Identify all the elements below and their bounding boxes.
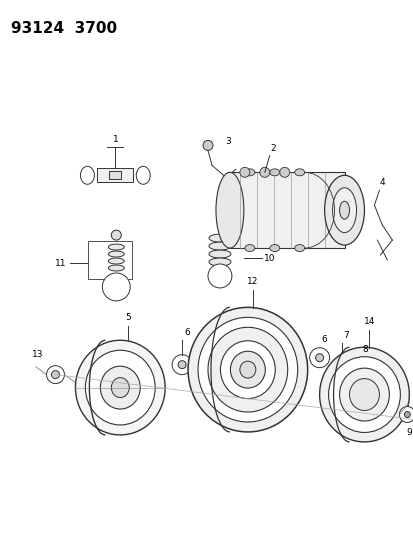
Ellipse shape (111, 377, 129, 398)
Text: 12: 12 (247, 278, 258, 286)
Circle shape (178, 361, 185, 369)
Ellipse shape (85, 350, 155, 425)
Text: 4: 4 (379, 178, 384, 187)
Ellipse shape (294, 169, 304, 176)
Text: 5: 5 (125, 313, 131, 322)
Circle shape (111, 230, 121, 240)
Circle shape (279, 167, 289, 177)
Circle shape (354, 377, 360, 383)
Ellipse shape (209, 258, 230, 266)
Ellipse shape (100, 366, 140, 409)
Circle shape (102, 273, 130, 301)
Circle shape (172, 354, 192, 375)
Ellipse shape (108, 265, 124, 271)
Ellipse shape (108, 258, 124, 264)
Ellipse shape (80, 166, 94, 184)
Ellipse shape (75, 340, 165, 435)
Circle shape (51, 370, 59, 378)
Text: 10: 10 (263, 254, 275, 263)
Bar (97, 168, 133, 182)
Bar (229, 172, 344, 248)
Ellipse shape (216, 172, 243, 248)
Ellipse shape (136, 166, 150, 184)
Circle shape (207, 264, 231, 288)
Ellipse shape (220, 341, 275, 399)
Circle shape (259, 167, 269, 177)
Circle shape (202, 140, 212, 150)
Ellipse shape (294, 245, 304, 252)
Ellipse shape (197, 317, 297, 422)
Text: 2: 2 (269, 144, 275, 153)
Ellipse shape (319, 347, 408, 442)
Ellipse shape (339, 368, 389, 421)
Ellipse shape (269, 169, 279, 176)
Text: 7: 7 (343, 332, 349, 340)
Circle shape (337, 364, 345, 372)
Ellipse shape (230, 351, 265, 388)
Ellipse shape (328, 357, 399, 432)
Ellipse shape (239, 361, 255, 378)
Text: 9: 9 (406, 428, 411, 437)
Ellipse shape (244, 169, 254, 176)
Text: 3: 3 (225, 137, 230, 146)
Circle shape (46, 366, 64, 384)
Ellipse shape (349, 378, 378, 410)
Text: 6: 6 (321, 335, 327, 344)
Circle shape (239, 167, 249, 177)
Ellipse shape (188, 308, 307, 432)
Text: 93124  3700: 93124 3700 (11, 21, 116, 36)
Circle shape (350, 373, 363, 386)
Text: 13: 13 (32, 350, 43, 359)
Ellipse shape (339, 201, 349, 219)
Bar (88, 241, 132, 279)
Ellipse shape (244, 245, 254, 252)
Circle shape (315, 354, 323, 362)
Bar (109, 171, 121, 179)
Ellipse shape (209, 234, 230, 242)
Ellipse shape (332, 188, 356, 232)
Ellipse shape (324, 175, 363, 245)
Ellipse shape (209, 250, 230, 258)
Text: 8: 8 (362, 345, 368, 354)
Ellipse shape (207, 327, 287, 412)
Ellipse shape (108, 244, 124, 250)
Text: 6: 6 (184, 328, 190, 337)
Circle shape (404, 411, 409, 417)
Circle shape (399, 407, 413, 423)
Ellipse shape (209, 242, 230, 250)
Text: 11: 11 (55, 259, 66, 268)
Circle shape (332, 359, 350, 377)
Circle shape (309, 348, 329, 368)
Text: 1: 1 (113, 135, 119, 144)
Text: 14: 14 (363, 317, 374, 326)
Ellipse shape (108, 251, 124, 257)
Ellipse shape (269, 245, 279, 252)
